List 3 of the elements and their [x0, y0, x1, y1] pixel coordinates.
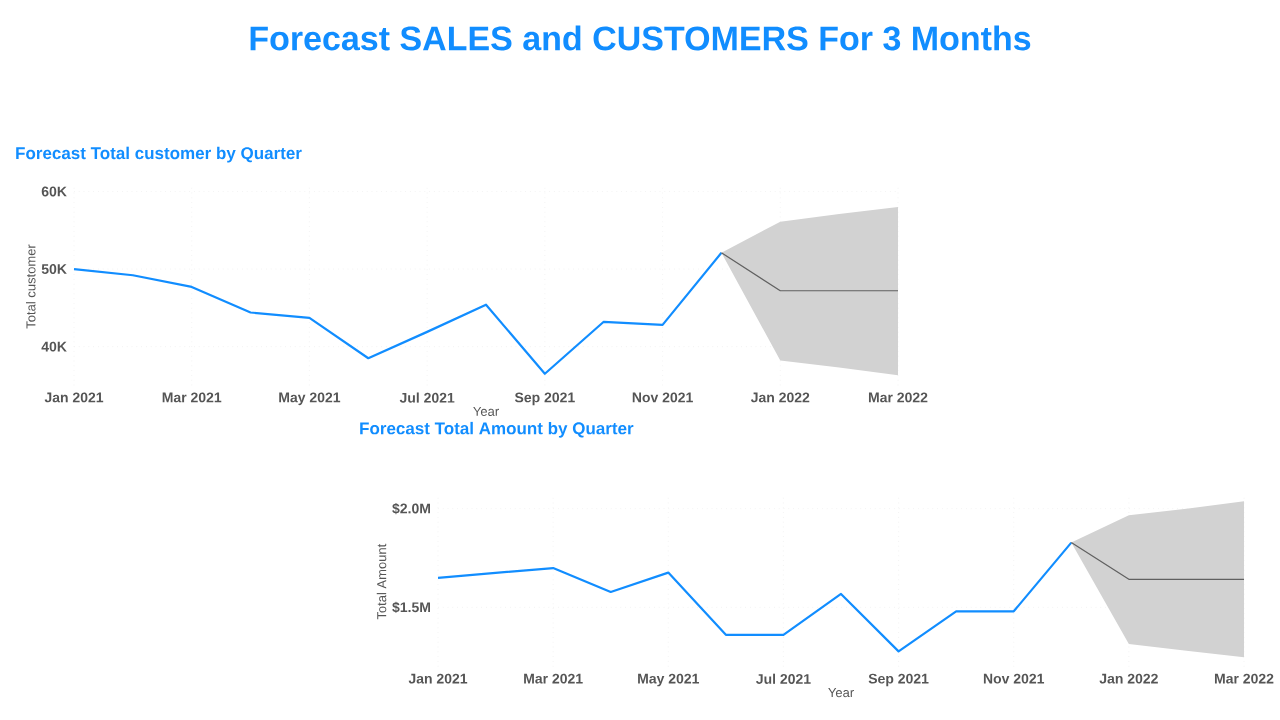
chart-title: Forecast Total customer by Quarter: [16, 146, 302, 163]
text: Forecast SALES and CUSTOMERS For 3 Months: [250, 25, 1031, 51]
chart-title: Forecast Total Amount by Quarter: [360, 421, 634, 438]
